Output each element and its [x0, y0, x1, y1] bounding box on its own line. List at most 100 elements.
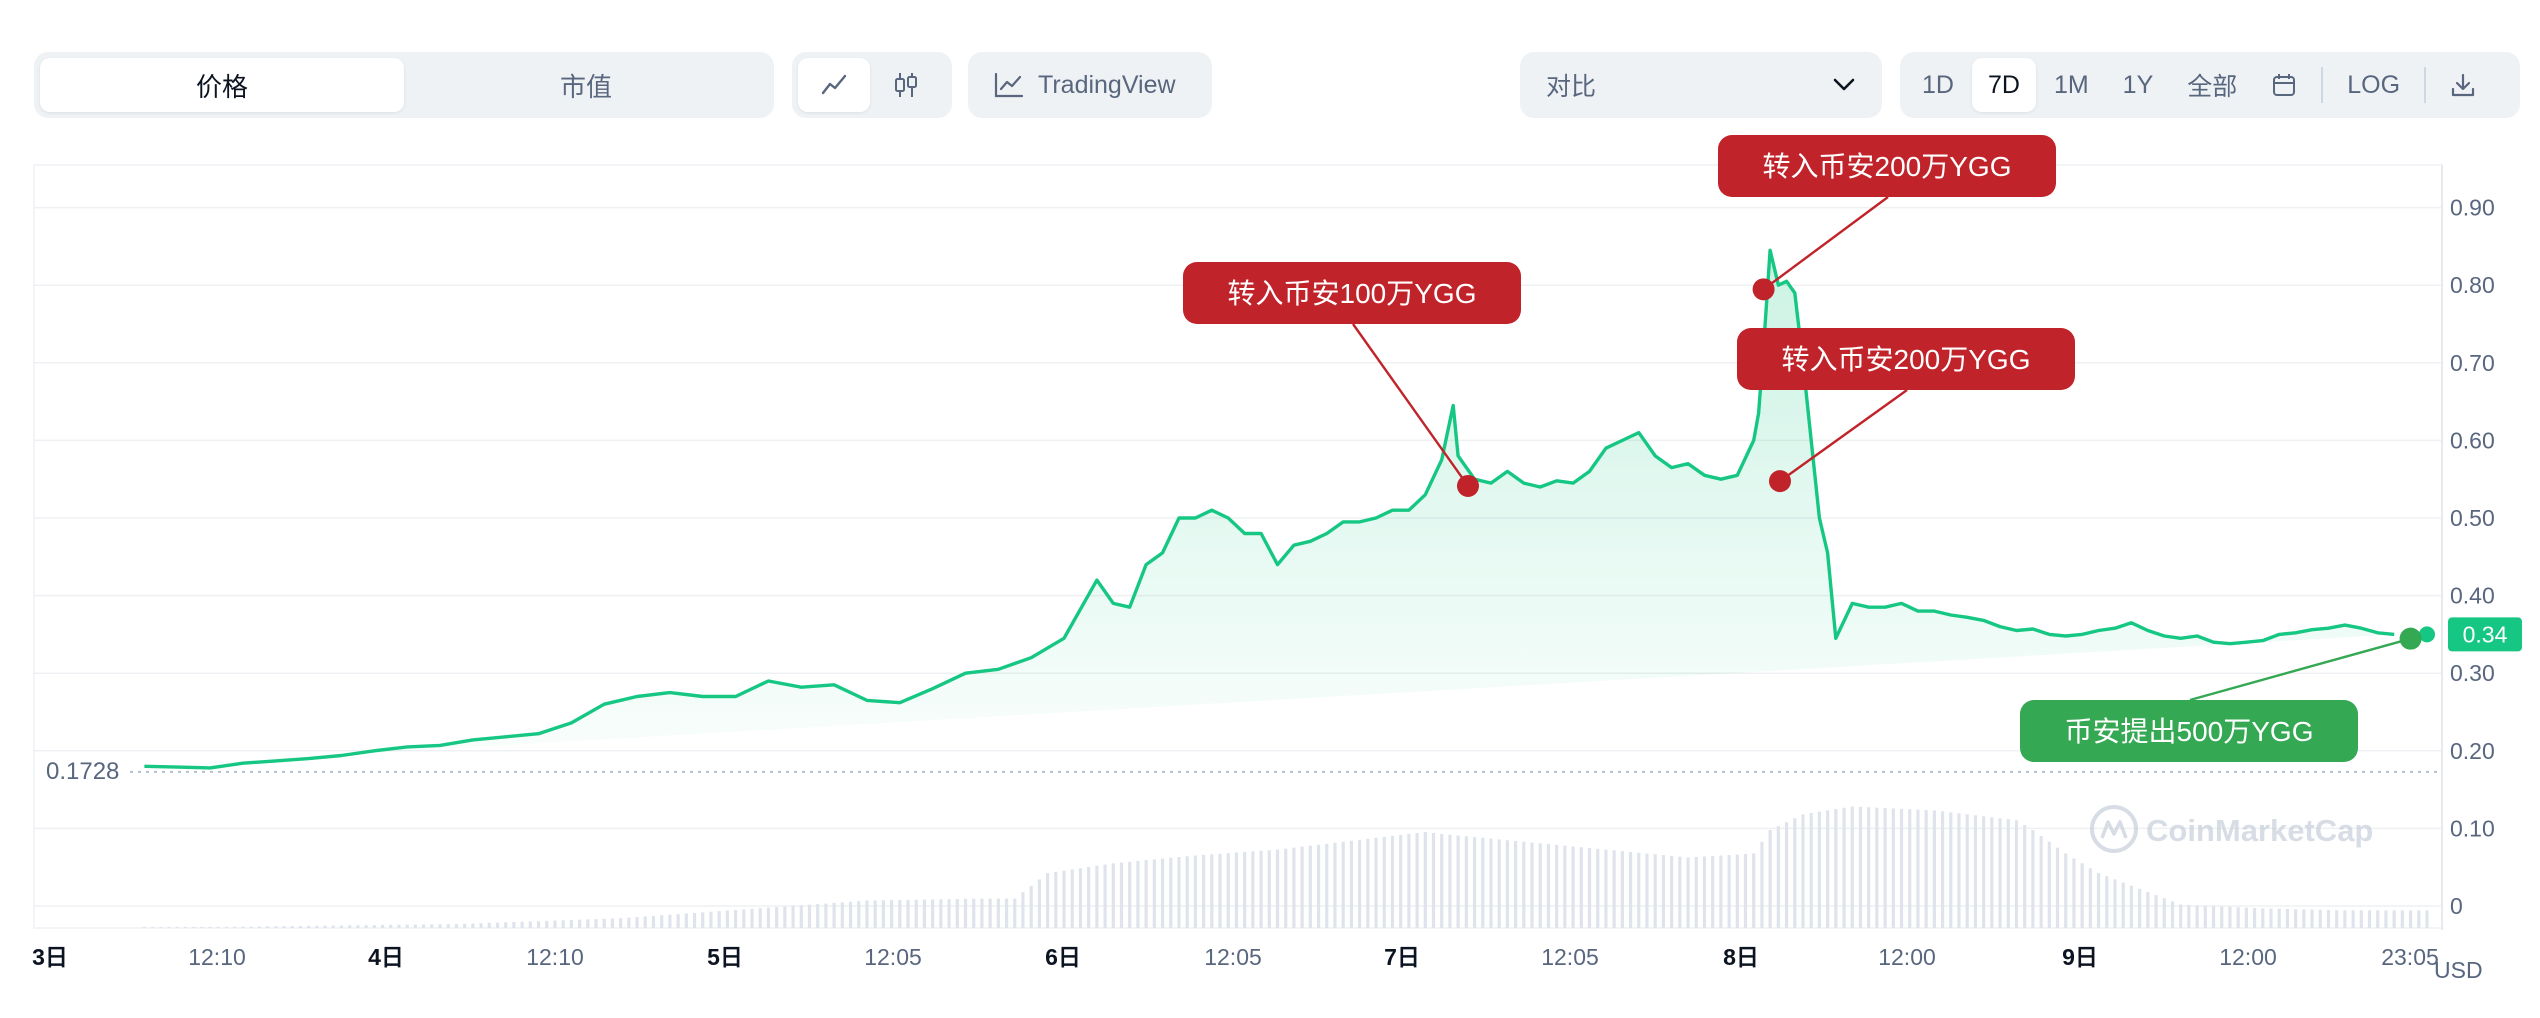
annotation-leader-line: [2189, 637, 2411, 702]
volume-bar: [2096, 873, 2101, 928]
tab-price[interactable]: 价格: [40, 58, 404, 112]
volume-bar: [1661, 855, 1666, 928]
log-scale-button[interactable]: LOG: [2347, 70, 2401, 99]
y-tick-label: 0: [2450, 893, 2463, 919]
volume-bar: [1990, 817, 1994, 928]
line-chart-button[interactable]: [798, 58, 870, 112]
volume-bar: [1218, 853, 1222, 928]
volume-bar: [2417, 910, 2421, 928]
volume-bar: [430, 924, 434, 928]
volume-bar: [1004, 898, 1009, 928]
x-tick-label: 12:00: [1878, 944, 1936, 970]
volume-bar: [1054, 871, 1058, 928]
range-1m-button[interactable]: 1M: [2053, 70, 2089, 99]
volume-bar: [2121, 882, 2125, 928]
volume-bar: [577, 919, 582, 928]
volume-bars: [142, 806, 2429, 928]
volume-bar: [906, 899, 910, 928]
volume-bar: [1973, 815, 1978, 928]
volume-bar: [553, 920, 557, 928]
volume-bar: [274, 926, 278, 928]
tradingview-button[interactable]: TradingView: [968, 52, 1212, 118]
y-tick-label: 0.50: [2450, 505, 2495, 531]
volume-bar: [1916, 809, 1920, 928]
volume-bar: [504, 922, 508, 928]
volume-bar: [807, 904, 812, 928]
volume-bar: [898, 900, 902, 928]
volume-bar: [840, 902, 844, 928]
volume-bar: [1210, 854, 1214, 928]
time-range-group: 1D 7D 1M 1Y 全部 LOG: [1900, 52, 2520, 118]
x-tick-label: 12:10: [526, 944, 584, 970]
volume-bar: [1349, 840, 1353, 928]
volume-bar: [766, 907, 771, 928]
volume-bar: [1111, 863, 1115, 928]
tradingview-label: TradingView: [1038, 70, 1176, 99]
volume-bar: [1095, 865, 1099, 928]
volume-bar: [889, 900, 894, 928]
range-1d-button[interactable]: 1D: [1922, 70, 1954, 99]
volume-bar: [2154, 895, 2158, 928]
volume-bar: [1826, 810, 1830, 928]
watermark-text: CoinMarketCap: [2146, 813, 2373, 848]
volume-bar: [2236, 907, 2240, 928]
y-tick-label: 0.10: [2450, 815, 2495, 841]
volume-bar: [569, 919, 573, 928]
volume-bar: [1678, 856, 1682, 928]
volume-bar: [799, 905, 803, 928]
candlestick-icon: [895, 73, 917, 97]
volume-bar: [1202, 854, 1206, 928]
y-tick-label: 0.80: [2450, 272, 2495, 298]
volume-bar: [2335, 910, 2339, 928]
volume-bar: [1275, 849, 1280, 928]
volume-bar: [224, 926, 229, 928]
range-7d-button[interactable]: 7D: [1971, 58, 2036, 112]
volume-bar: [397, 924, 401, 928]
volume-bar: [1908, 809, 1912, 928]
volume-bar: [454, 924, 459, 928]
volume-bar: [536, 921, 541, 928]
volume-bar: [1119, 862, 1124, 928]
volume-bar: [602, 918, 606, 928]
volume-bar: [2384, 910, 2388, 928]
tab-marketcap[interactable]: 市值: [559, 71, 612, 102]
volume-bar: [1760, 841, 1764, 928]
range-1y-button[interactable]: 1Y: [2122, 70, 2154, 99]
range-all-button[interactable]: 全部: [2187, 73, 2238, 101]
volume-bar: [1358, 839, 1362, 928]
volume-bar: [1702, 856, 1707, 928]
volume-bar: [315, 925, 319, 928]
date-range-button[interactable]: [2255, 58, 2313, 112]
volume-bar: [1087, 866, 1091, 928]
volume-bar: [2023, 825, 2027, 928]
y-tick-label: 0.60: [2450, 427, 2495, 453]
x-tick-label: 7日: [1384, 944, 1420, 970]
volume-bar: [1013, 898, 1017, 928]
volume-bar: [1982, 816, 1986, 928]
volume-bar: [1949, 812, 1953, 928]
volume-bar: [1579, 847, 1583, 928]
volume-bar: [249, 926, 253, 928]
toolbar-divider: [2424, 67, 2427, 103]
volume-bar: [1316, 844, 1321, 928]
compare-dropdown[interactable]: 对比: [1520, 52, 1882, 118]
volume-bar: [1251, 851, 1255, 928]
volume-bar: [1366, 838, 1370, 928]
tradingview-chart-icon: [994, 72, 1024, 98]
volume-bar: [1563, 845, 1567, 928]
download-button[interactable]: [2434, 58, 2492, 112]
volume-bar: [307, 925, 311, 928]
volume-bar: [1037, 879, 1041, 928]
volume-bar: [1448, 834, 1452, 928]
volume-bar: [2351, 910, 2355, 928]
volume-bar: [1522, 841, 1526, 928]
volume-bar: [627, 917, 631, 928]
x-tick-label: 12:05: [1204, 944, 1262, 970]
volume-bar: [2072, 858, 2076, 928]
volume-bar: [1604, 849, 1608, 928]
annotation-leader-line: [1352, 323, 1469, 487]
volume-bar: [1719, 855, 1723, 928]
candlestick-chart-button[interactable]: [870, 58, 942, 112]
price-marketcap-tabs: 价格 市值: [34, 52, 774, 118]
annotation-marker: [2399, 627, 2422, 650]
